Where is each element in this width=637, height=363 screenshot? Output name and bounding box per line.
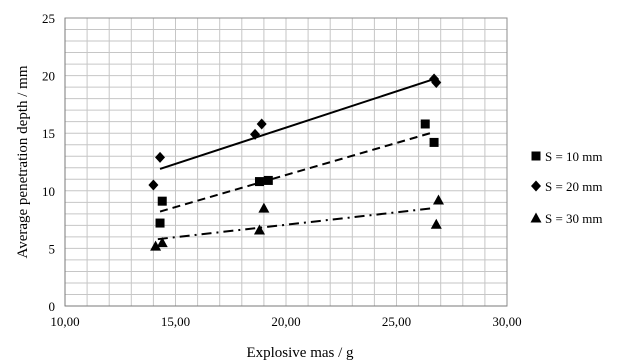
legend: S = 10 mm S = 20 mm S = 30 mm xyxy=(530,149,603,226)
tick-labels: 10,00 15,00 20,00 25,00 30,00 0 5 10 15 20 25 xyxy=(42,11,522,329)
data-point-diamond xyxy=(256,118,267,130)
data-point-square xyxy=(155,218,165,228)
data-point-triangle xyxy=(258,202,270,213)
data-point-diamond xyxy=(148,179,159,191)
legend-label: S = 30 mm xyxy=(545,211,603,226)
data-point-triangle xyxy=(430,218,442,229)
data-point-square xyxy=(254,177,264,187)
data-points xyxy=(148,73,444,251)
y-tick-label: 0 xyxy=(49,299,56,314)
grid xyxy=(65,18,507,306)
trend-lines xyxy=(157,78,435,241)
x-axis-label: Explosive mas / g xyxy=(246,345,354,361)
data-point-triangle xyxy=(432,194,444,205)
x-tick-label: 20,00 xyxy=(271,314,300,329)
data-point-square xyxy=(157,196,167,206)
legend-marker-diamond xyxy=(531,180,541,192)
y-tick-label: 25 xyxy=(42,11,55,26)
y-tick-label: 5 xyxy=(49,241,56,256)
y-tick-label: 20 xyxy=(42,69,55,84)
y-tick-label: 15 xyxy=(42,126,55,141)
x-tick-label: 25,00 xyxy=(382,314,411,329)
data-point-triangle xyxy=(253,224,265,235)
trend-line xyxy=(159,78,435,170)
data-point-square xyxy=(263,175,273,185)
legend-marker-triangle xyxy=(530,212,542,223)
trend-line xyxy=(157,207,435,241)
trend-line xyxy=(159,131,435,213)
data-point-diamond xyxy=(155,151,166,163)
data-point-square xyxy=(420,119,430,129)
x-tick-label: 30,00 xyxy=(492,314,521,329)
data-point-diamond xyxy=(431,77,442,89)
legend-marker-square xyxy=(531,151,541,161)
data-point-triangle xyxy=(150,240,162,251)
data-point-square xyxy=(429,137,439,147)
y-axis-label: Average penetration depth / mm xyxy=(15,65,31,258)
x-tick-label: 15,00 xyxy=(161,314,190,329)
legend-label: S = 20 mm xyxy=(545,179,603,194)
legend-label: S = 10 mm xyxy=(545,149,603,164)
y-tick-label: 10 xyxy=(42,184,55,199)
data-point-triangle xyxy=(156,237,168,248)
plot-area xyxy=(64,17,508,307)
data-point-diamond xyxy=(250,128,261,140)
x-tick-label: 10,00 xyxy=(50,314,79,329)
